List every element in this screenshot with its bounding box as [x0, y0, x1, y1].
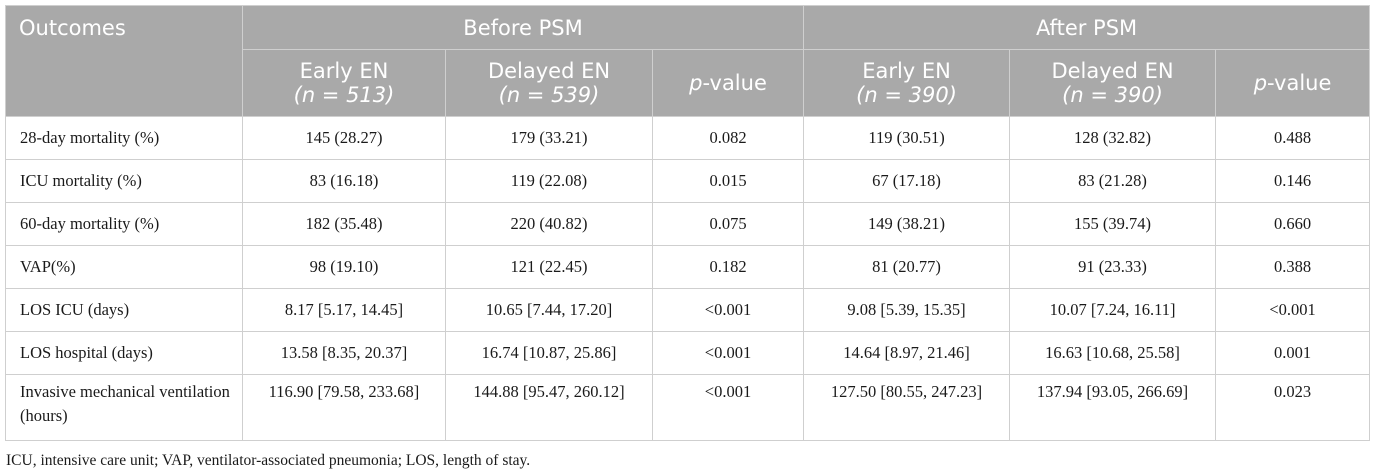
- header-outcomes: Outcomes: [5, 5, 243, 117]
- cell: <0.001: [1215, 288, 1371, 332]
- cell: 10.07 [7.24, 16.11]: [1009, 288, 1217, 332]
- header-early-en-label: Early EN: [862, 59, 951, 83]
- table-row: VAP(%) 98 (19.10) 121 (22.45) 0.182 81 (…: [5, 245, 1371, 289]
- p-italic: p: [689, 71, 703, 95]
- outcomes-table-container: Outcomes Before PSM After PSM Early EN (…: [5, 5, 1371, 441]
- header-early-en-before: Early EN (n = 513): [242, 49, 446, 117]
- cell: 137.94 [93.05, 266.69]: [1009, 374, 1217, 441]
- cell: 8.17 [5.17, 14.45]: [242, 288, 446, 332]
- header-delayed-en-before: Delayed EN (n = 539): [445, 49, 653, 117]
- cell: 145 (28.27): [242, 116, 446, 160]
- cell: 13.58 [8.35, 20.37]: [242, 331, 446, 375]
- cell: 155 (39.74): [1009, 202, 1217, 246]
- p-suffix: -value: [1267, 71, 1332, 95]
- row-label: ICU mortality (%): [5, 159, 243, 203]
- header-n-delayed-after: (n = 390): [1062, 83, 1163, 107]
- header-p-value-before: p-value: [651, 49, 805, 117]
- p-italic: p: [1253, 71, 1268, 95]
- cell: 0.388: [1215, 245, 1371, 289]
- cell: 0.001: [1215, 331, 1371, 375]
- table-footnote: ICU, intensive care unit; VAP, ventilato…: [6, 452, 531, 469]
- cell: 10.65 [7.44, 17.20]: [445, 288, 653, 332]
- cell: 121 (22.45): [445, 245, 653, 289]
- cell: 179 (33.21): [445, 116, 653, 160]
- outcomes-table: Outcomes Before PSM After PSM Early EN (…: [5, 5, 1371, 441]
- cell: 0.182: [651, 245, 805, 289]
- p-suffix: -value: [702, 71, 767, 95]
- cell: 0.146: [1215, 159, 1371, 203]
- cell: 144.88 [95.47, 260.12]: [445, 374, 653, 441]
- cell: 220 (40.82): [445, 202, 653, 246]
- header-n-early-after: (n = 390): [856, 83, 957, 107]
- header-after-psm: After PSM: [803, 5, 1371, 50]
- cell: 9.08 [5.39, 15.35]: [803, 288, 1011, 332]
- header-p-value-after: p-value: [1215, 49, 1371, 117]
- header-before-psm: Before PSM: [241, 5, 805, 50]
- cell: 98 (19.10): [242, 245, 446, 289]
- cell: 119 (22.08): [445, 159, 653, 203]
- cell: 83 (21.28): [1009, 159, 1217, 203]
- row-label: VAP(%): [5, 245, 243, 289]
- cell: 81 (20.77): [803, 245, 1011, 289]
- table-row: 60-day mortality (%) 182 (35.48) 220 (40…: [5, 202, 1371, 246]
- header-row-groups: Outcomes Before PSM After PSM: [5, 5, 1371, 117]
- cell: 16.63 [10.68, 25.58]: [1009, 331, 1217, 375]
- header-delayed-en-after: Delayed EN (n = 390): [1009, 49, 1217, 117]
- table-row: Invasive mechanical ventilation (hours) …: [5, 374, 1371, 441]
- cell: <0.001: [651, 288, 805, 332]
- cell: 182 (35.48): [242, 202, 446, 246]
- header-delayed-en-label: Delayed EN: [1051, 59, 1174, 83]
- header-delayed-en-label: Delayed EN: [487, 59, 611, 83]
- cell: 0.023: [1215, 374, 1371, 441]
- cell: <0.001: [651, 374, 805, 441]
- cell: 67 (17.18): [803, 159, 1011, 203]
- table-row: LOS ICU (days) 8.17 [5.17, 14.45] 10.65 …: [5, 288, 1371, 332]
- cell: 14.64 [8.97, 21.46]: [803, 331, 1011, 375]
- header-n-early-before: (n = 513): [293, 83, 395, 107]
- cell: 16.74 [10.87, 25.86]: [445, 331, 653, 375]
- row-label: LOS ICU (days): [5, 288, 243, 332]
- table-row: LOS hospital (days) 13.58 [8.35, 20.37] …: [5, 331, 1371, 375]
- cell: <0.001: [651, 331, 805, 375]
- header-n-delayed-before: (n = 539): [498, 83, 600, 107]
- cell: 0.488: [1215, 116, 1371, 160]
- cell: 116.90 [79.58, 233.68]: [242, 374, 446, 441]
- cell: 0.015: [651, 159, 805, 203]
- cell: 83 (16.18): [242, 159, 446, 203]
- cell: 0.075: [651, 202, 805, 246]
- row-label: 28-day mortality (%): [5, 116, 243, 160]
- header-early-en-label: Early EN: [299, 59, 389, 83]
- row-label: Invasive mechanical ventilation (hours): [5, 374, 243, 441]
- table-row: ICU mortality (%) 83 (16.18) 119 (22.08)…: [5, 159, 1371, 203]
- cell: 0.660: [1215, 202, 1371, 246]
- cell: 0.082: [651, 116, 805, 160]
- cell: 119 (30.51): [803, 116, 1011, 160]
- row-label: 60-day mortality (%): [5, 202, 243, 246]
- cell: 127.50 [80.55, 247.23]: [803, 374, 1011, 441]
- cell: 128 (32.82): [1009, 116, 1217, 160]
- cell: 91 (23.33): [1009, 245, 1217, 289]
- table-row: 28-day mortality (%) 145 (28.27) 179 (33…: [5, 116, 1371, 160]
- cell: 149 (38.21): [803, 202, 1011, 246]
- row-label: LOS hospital (days): [5, 331, 243, 375]
- header-early-en-after: Early EN (n = 390): [803, 49, 1011, 117]
- header-row-columns: Early EN (n = 513) Delayed EN (n = 539) …: [6, 49, 1371, 117]
